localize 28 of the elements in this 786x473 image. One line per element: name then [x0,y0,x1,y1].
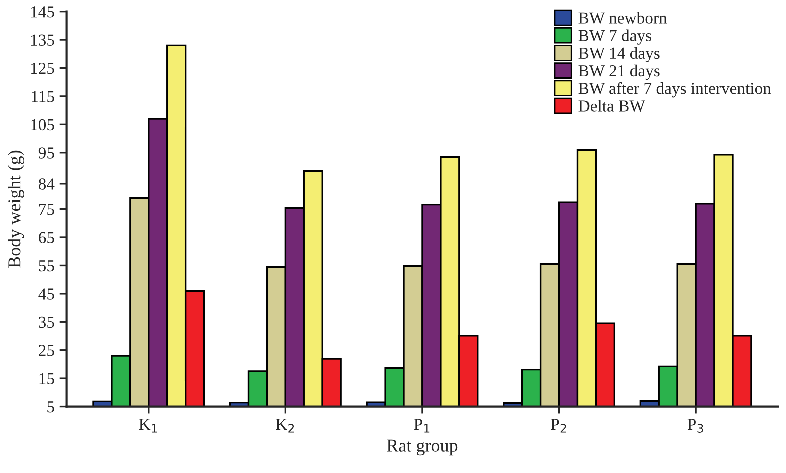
y-tick-label: 135 [31,34,54,46]
y-tick-label: 95 [38,148,54,159]
y-tick-label: 55 [39,260,54,272]
y-tick-label: 15 [40,373,54,385]
y-tick-label: 105 [31,119,54,131]
y-tick-label: 45 [38,288,54,300]
y-tick-label: 84 [38,178,55,190]
y-tick-label: 65 [39,232,54,244]
y-tick-label: 115 [32,91,54,102]
legend-label: BW 14 days [578,47,660,62]
y-axis-title: Body weight (g) [8,150,24,268]
legend-label: BW 21 days [578,64,660,80]
y-tick-label: 35 [39,316,54,328]
y-tick-label: 145 [31,6,54,18]
y-tick-label: 25 [39,345,54,356]
legend-label: Delta BW [578,100,646,112]
legend-label: BW 7 days [578,30,652,45]
legend-label: BW after 7 days intervention [578,82,772,98]
y-tick-label: 5 [48,402,54,413]
y-tick-label: 125 [31,62,54,74]
x-tick-label: P$_{2}$ [551,419,566,433]
x-axis-title: Rat group [387,440,458,456]
legend-label: BW newborn [578,12,668,24]
y-tick-label: 75 [39,204,54,216]
x-tick-label: P$_{1}$ [414,419,430,433]
x-tick-label: K$_{1}$ [139,419,158,433]
x-tick-label: P$_{3}$ [688,419,704,433]
x-tick-label: K$_{2}$ [276,419,294,433]
